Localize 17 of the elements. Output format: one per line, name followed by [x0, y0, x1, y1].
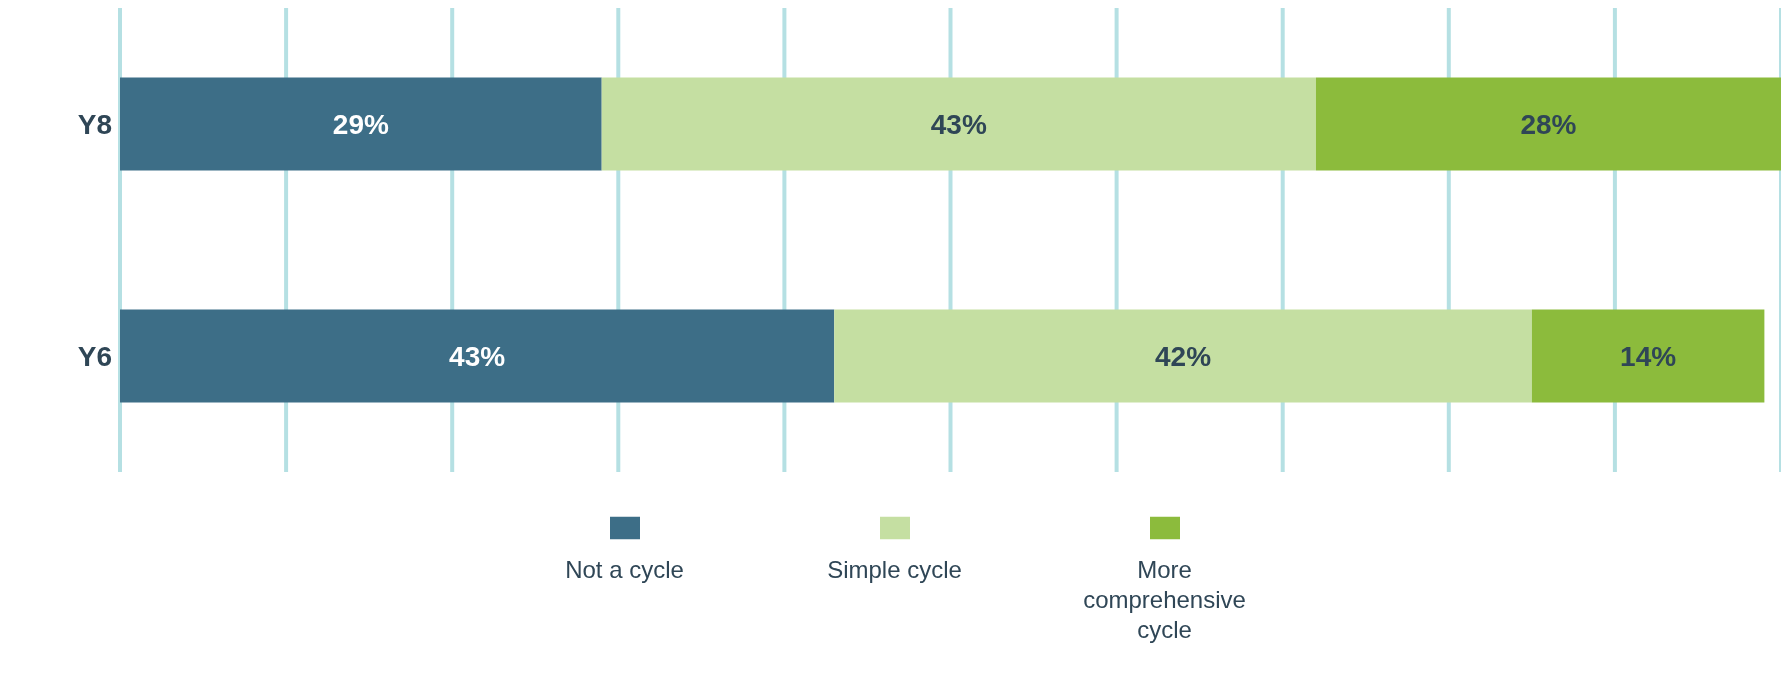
- bar: [120, 309, 835, 403]
- bar: [1315, 77, 1781, 171]
- data-label: 28%: [1520, 109, 1577, 141]
- legend-label: Not a cycle: [565, 556, 684, 583]
- data-label: 42%: [1155, 341, 1212, 373]
- bar: [601, 77, 1316, 171]
- bar: [834, 309, 1532, 403]
- data-label: 43%: [449, 341, 506, 373]
- data-label: 14%: [1620, 341, 1677, 373]
- data-label: 43%: [930, 109, 987, 141]
- legend-label: More comprehensive cycle: [1083, 556, 1246, 643]
- y-tick-label: Y8: [77, 108, 112, 140]
- data-label: 29%: [332, 109, 389, 141]
- bar: [120, 77, 602, 171]
- y-tick-label: Y6: [77, 340, 112, 372]
- bar: [1531, 309, 1765, 403]
- legend-label: Simple cycle: [827, 556, 962, 583]
